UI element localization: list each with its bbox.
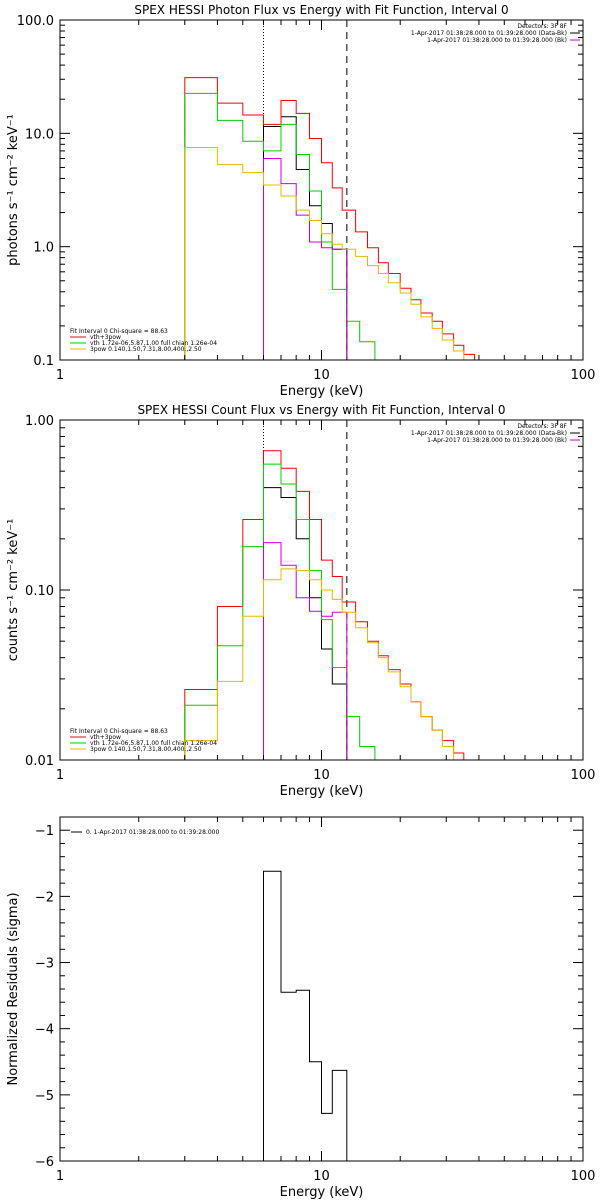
plot-area [263,870,348,1161]
series-4-line [184,568,465,760]
fit-legend-line: Fit Interval 0 Chi-square = 88.63 [70,328,168,335]
header-line: 1-Apr-2017 01:38:28.000 to 01:39:28.000 … [427,437,567,444]
series-1-line [184,77,476,360]
fit-legend-line: 3pow 0.140,1.50,7.31,8.00,400.,2.50 [90,346,202,353]
y-axis-label: Normalized Residuals (sigma) [6,892,21,1085]
x-tick-label: 100 [571,1169,596,1184]
series-0-line [263,116,348,360]
x-axis-label: Energy (keV) [280,784,364,799]
y-tick-label: 1.0 [33,241,54,256]
header-line: Detectors: 3F 8F [517,423,567,430]
fit-legend-line: vth 1.72e-06,5.87,1.00 full chian 1.26e-… [90,340,217,347]
y-tick-label: 0.1 [33,354,54,369]
y-axis-label: photons s⁻¹ cm⁻² keV⁻¹ [6,114,21,266]
fit-legend-line: Fit Interval 0 Chi-square = 88.63 [70,728,168,735]
plot-area [184,420,465,760]
x-axis-label: Energy (keV) [280,384,364,399]
x-tick-label: 1 [56,368,64,383]
y-axis-label: counts s⁻¹ cm⁻² keV⁻¹ [6,519,21,662]
x-tick-label: 10 [313,1169,330,1184]
y-tick-label: 0.01 [25,754,54,769]
series-4-line [184,147,476,360]
fit-legend-line: vth+3pow [90,334,121,341]
x-tick-label: 100 [571,768,596,783]
y-tick-label: 100.0 [17,14,54,29]
panel-2: 1 10 100 0.01 0.10 1.00 SPEX HESSI Count Flux … [6,403,595,799]
y-tick-label: 0.10 [25,584,54,599]
y-tick-label: −4 [35,1023,54,1038]
y-tick-label: 1.00 [25,414,54,429]
header-line: 1-Apr-2017 01:38:28.000 to 01:39:28.000 … [427,37,567,44]
fit-legend-line: vth+3pow [90,734,121,741]
series-0-line [263,870,348,1161]
header-line: 1-Apr-2017 01:38:28.000 to 01:39:28.000 … [411,30,567,37]
x-tick-label: 1 [56,768,64,783]
fit-legend-line: vth 1.72e-06,5.87,1.00 full chian 1.26e-… [90,740,217,747]
x-tick-label: 100 [571,368,596,383]
x-tick-label: 1 [56,1169,64,1184]
y-tick-label: 10.0 [25,127,54,142]
series-1-line [184,450,465,760]
plot-area [184,20,476,360]
y-tick-label: −3 [35,957,54,972]
y-tick-label: −5 [35,1089,54,1104]
plot-frame [59,19,584,361]
chart-title: SPEX HESSI Count Flux vs Energy with Fit… [137,403,505,417]
panel-1: 1 10 100 0.1 1.0 10.0 100.0 SPEX HESSI Photon F… [6,3,595,399]
y-tick-label: −1 [35,824,54,839]
fit-legend-line: 3pow 0.140,1.50,7.31,8.00,400.,2.50 [90,746,202,753]
header-line: 1-Apr-2017 01:38:28.000 to 01:39:28.000 … [411,430,567,437]
series-0-line [263,487,348,760]
y-tick-label: −2 [35,890,54,905]
x-tick-label: 10 [313,768,330,783]
chart-title: SPEX HESSI Photon Flux vs Energy with Fi… [134,3,508,17]
legend-entry: 0. 1-Apr-2017 01:38:28.000 to 01:39:28.0… [86,829,219,836]
x-axis-label: Energy (keV) [280,1185,364,1200]
header-line: Detectors: 3F 8F [517,23,567,30]
x-tick-label: 10 [313,368,330,383]
panel-3: 1 10 100 −6 −5 −4 −3 −2 −1 Energy (keV) Normalized… [6,816,596,1200]
series-3-line [263,542,348,760]
series-2-line [184,463,376,760]
series-3-line [263,158,348,360]
series-2-line [184,92,376,360]
y-tick-label: −6 [35,1155,54,1170]
